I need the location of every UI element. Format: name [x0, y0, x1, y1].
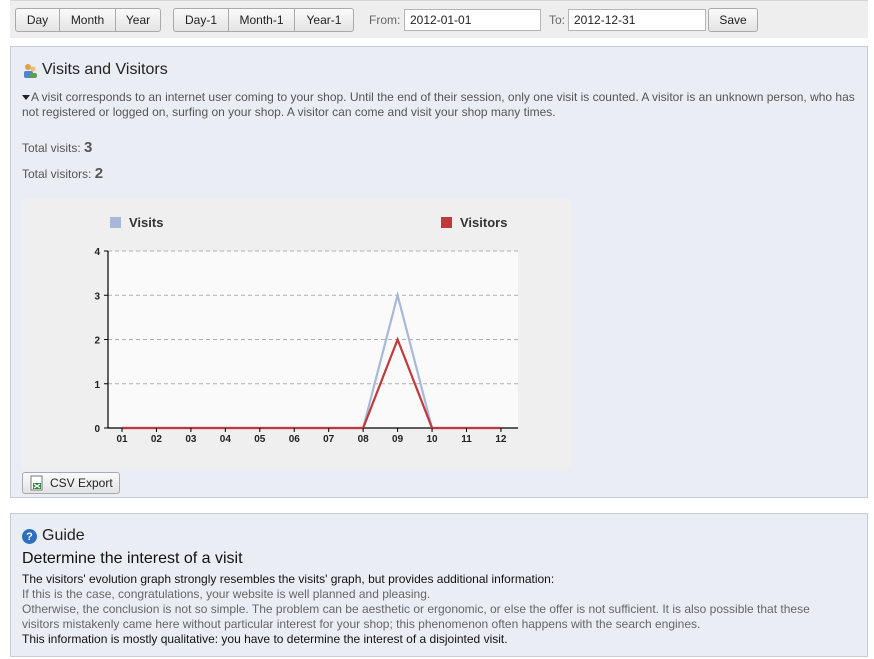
- total-visitors-label: Total visitors:: [22, 167, 92, 181]
- users-icon: [22, 63, 38, 79]
- from-label: From:: [369, 13, 401, 27]
- visits-chart: Visits Visitors 0 1 2 3 4 01 02 03 04 05 06 07 08 09 10…: [22, 199, 571, 468]
- ytick-label-0: 0: [94, 424, 100, 435]
- guide-paragraph-3a: Otherwise, the conclusion is not so simp…: [22, 602, 810, 616]
- ytick-label-3: 3: [94, 291, 100, 302]
- total-visitors-value: 2: [94, 165, 104, 182]
- guide-paragraph-3b: visitors mistakenly came here without pa…: [22, 617, 701, 631]
- guide-paragraph-2: If this is the case, congratulations, yo…: [22, 587, 431, 601]
- date-toolbar: Day Month Year Day-1 Month-1 Year-1 From…: [10, 0, 868, 38]
- xtick-label-08: 08: [358, 434, 370, 445]
- description-text: A visit corresponds to an internet user …: [22, 90, 855, 119]
- month-minus-button[interactable]: Month-1: [228, 8, 295, 32]
- ytick-label-2: 2: [94, 336, 100, 347]
- legend-swatch-visits: [110, 217, 121, 228]
- guide-heading: Determine the interest of a visit: [22, 550, 243, 567]
- save-button[interactable]: Save: [708, 8, 758, 32]
- guide-paragraph-4: This information is mostly qualitative: …: [22, 632, 508, 646]
- ytick-label-4: 4: [94, 247, 100, 258]
- guide-panel: ? Guide Determine the interest of a visi…: [10, 513, 868, 657]
- help-icon: ?: [22, 529, 37, 544]
- panel-title: Visits and Visitors: [42, 61, 168, 78]
- xtick-label-05: 05: [254, 434, 266, 445]
- legend-swatch-visitors: [441, 217, 452, 228]
- total-visitors: Total visitors: 2: [22, 165, 103, 182]
- csv-file-icon: [30, 475, 44, 491]
- csv-export-label: CSV Export: [50, 476, 113, 490]
- xtick-label-03: 03: [185, 434, 197, 445]
- month-button[interactable]: Month: [59, 8, 116, 32]
- xtick-label-02: 02: [151, 434, 163, 445]
- xtick-label-09: 09: [392, 434, 404, 445]
- guide-paragraph-1: The visitors' evolution graph strongly r…: [22, 572, 555, 586]
- year-minus-button[interactable]: Year-1: [294, 8, 354, 32]
- xtick-label-01: 01: [116, 434, 128, 445]
- total-visits-label: Total visits:: [22, 141, 81, 155]
- xtick-label-06: 06: [289, 434, 301, 445]
- total-visits-value: 3: [84, 139, 93, 156]
- series-line-visitors: [122, 336, 501, 430]
- ytick-label-1: 1: [94, 380, 100, 391]
- xtick-label-11: 11: [461, 434, 472, 445]
- year-button[interactable]: Year: [115, 8, 161, 32]
- day-minus-button[interactable]: Day-1: [173, 8, 229, 32]
- to-date-input[interactable]: [568, 9, 706, 31]
- legend-label-visits: Visits: [129, 215, 163, 230]
- from-date-input[interactable]: [404, 9, 541, 31]
- csv-export-button[interactable]: CSV Export: [22, 472, 120, 494]
- xtick-label-10: 10: [426, 434, 438, 445]
- xtick-label-04: 04: [220, 434, 232, 445]
- day-button[interactable]: Day: [15, 8, 60, 32]
- total-visits: Total visits: 3: [22, 139, 92, 156]
- xtick-label-12: 12: [495, 434, 507, 445]
- to-label: To:: [549, 13, 566, 27]
- triangle-down-icon[interactable]: [22, 95, 30, 101]
- visits-panel: Visits and Visitors A visit corresponds …: [10, 46, 868, 498]
- guide-title: Guide: [42, 527, 85, 544]
- panel-description: A visit corresponds to an internet user …: [22, 90, 862, 120]
- xtick-label-07: 07: [323, 434, 335, 445]
- legend-label-visitors: Visitors: [460, 215, 507, 230]
